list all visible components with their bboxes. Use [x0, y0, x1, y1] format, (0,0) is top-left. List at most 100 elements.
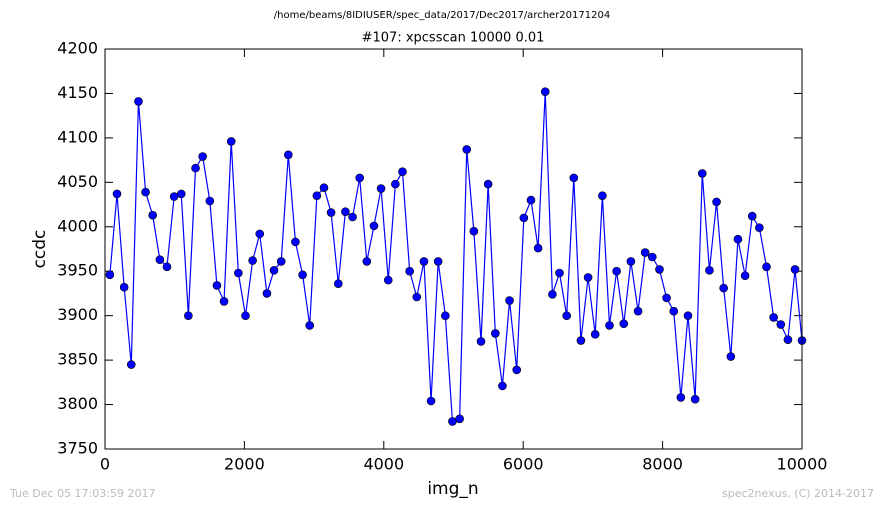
data-point	[184, 311, 193, 320]
data-point	[569, 173, 579, 183]
data-point	[169, 192, 179, 201]
data-point	[126, 360, 136, 369]
data-point	[291, 237, 300, 247]
data-point	[512, 365, 522, 375]
data-point	[783, 335, 793, 344]
data-point	[255, 229, 265, 239]
x-tick-label: 4000	[363, 455, 404, 474]
data-point	[762, 262, 771, 272]
data-point	[226, 137, 236, 146]
data-point	[712, 197, 721, 207]
data-point	[726, 352, 736, 361]
data-point	[626, 257, 636, 266]
data-point	[776, 320, 786, 329]
data-point	[526, 195, 536, 205]
x-tick-label: 0	[100, 455, 110, 474]
data-point	[619, 319, 629, 328]
data-point	[383, 275, 393, 285]
data-point	[505, 296, 514, 305]
data-point	[262, 289, 272, 298]
data-point	[662, 293, 671, 303]
data-point	[412, 292, 422, 302]
data-point	[647, 252, 657, 262]
y-tick-label: 3750	[57, 439, 98, 458]
data-point	[362, 257, 372, 266]
data-point	[276, 257, 286, 266]
data-point	[448, 417, 457, 426]
data-point	[519, 213, 529, 223]
data-point	[590, 330, 600, 339]
data-point	[369, 221, 379, 231]
data-point	[348, 212, 357, 222]
y-tick-label: 4100	[57, 127, 98, 146]
x-axis-label: img_n	[427, 479, 478, 499]
data-point	[376, 184, 386, 193]
data-point	[719, 283, 728, 293]
data-point	[248, 256, 257, 265]
data-point	[312, 191, 322, 200]
data-point	[319, 183, 329, 192]
data-point	[790, 265, 800, 274]
data-point	[112, 189, 122, 199]
x-tick-label: 2000	[224, 455, 265, 474]
data-point	[533, 243, 543, 253]
data-point	[398, 167, 407, 176]
data-point	[305, 321, 315, 330]
y-tick-label: 4200	[57, 39, 98, 58]
data-point	[198, 152, 207, 161]
data-point	[669, 306, 679, 316]
data-point	[548, 290, 557, 299]
data-point	[683, 311, 693, 320]
data-point	[733, 234, 743, 244]
data-point	[605, 321, 614, 330]
data-point	[747, 211, 757, 221]
data-point	[433, 257, 443, 266]
data-point	[105, 270, 115, 280]
data-point	[540, 87, 550, 96]
data-point	[219, 297, 229, 306]
data-point	[690, 394, 700, 404]
data-point	[640, 248, 650, 257]
data-point	[583, 273, 593, 282]
data-point	[155, 255, 165, 264]
footer-credit: spec2nexus, (C) 2014-2017	[722, 487, 874, 500]
data-point	[483, 179, 493, 189]
y-tick-label: 3800	[57, 394, 98, 413]
y-axis-label: ccdc	[30, 230, 50, 269]
data-point	[162, 262, 172, 272]
x-tick-label: 6000	[503, 455, 544, 474]
data-point	[269, 266, 279, 275]
data-point	[498, 381, 507, 391]
data-point	[441, 311, 450, 320]
data-point	[740, 271, 750, 280]
footer-date: Tue Dec 05 17:03:59 2017	[9, 487, 155, 500]
data-point	[241, 311, 250, 320]
plot-frame	[104, 48, 803, 450]
data-point	[419, 257, 429, 266]
data-point	[212, 281, 222, 290]
data-point	[205, 196, 215, 206]
data-point	[476, 337, 486, 346]
y-tick-label: 3950	[57, 261, 98, 280]
y-tick-label: 3900	[57, 305, 98, 324]
chart-title: #107: xpcsscan 10000 0.01	[362, 31, 545, 46]
data-point	[284, 150, 293, 160]
data-line	[109, 91, 803, 423]
y-tick-label: 4150	[57, 83, 98, 102]
data-point	[298, 270, 307, 280]
data-point	[676, 393, 686, 402]
data-point	[426, 396, 436, 406]
data-point	[697, 169, 707, 178]
data-point	[612, 266, 621, 276]
data-point	[333, 279, 343, 288]
data-point	[391, 179, 400, 189]
data-point	[326, 208, 336, 217]
file-path: /home/beams/8IDIUSER/spec_data/2017/Dec2…	[274, 10, 610, 21]
x-tick-label: 10000	[777, 455, 828, 474]
data-point	[562, 311, 571, 320]
data-point	[134, 97, 143, 106]
data-point	[755, 223, 764, 232]
y-tick-label: 4000	[57, 216, 98, 235]
